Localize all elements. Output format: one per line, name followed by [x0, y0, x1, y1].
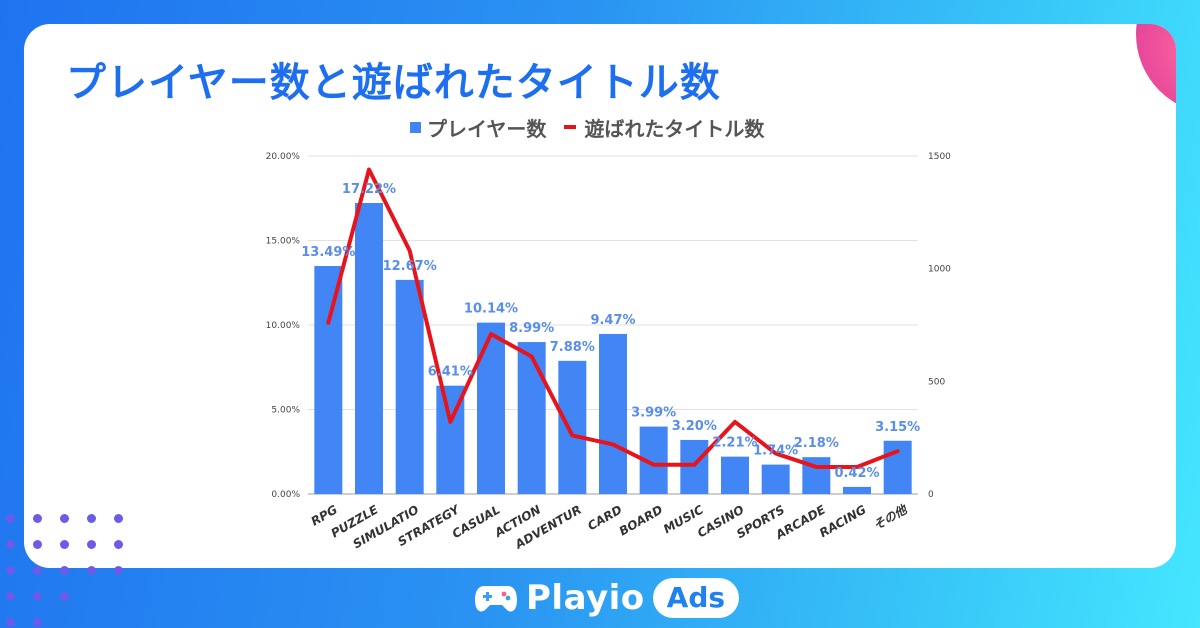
bar [314, 266, 343, 494]
data-label: 2.21% [712, 436, 757, 451]
data-label: 3.99% [631, 406, 676, 421]
brand-logo: Playio Ads [474, 576, 740, 620]
bar [599, 333, 627, 494]
y-tick-label: 20.00% [266, 152, 301, 162]
chart-legend: プレイヤー数 遊ばれたタイトル数 [410, 112, 764, 142]
decor-dot [60, 592, 69, 601]
data-label: 10.14% [464, 302, 518, 317]
y2-tick-label: 0 [928, 490, 934, 500]
legend-line-label: 遊ばれたタイトル数 [584, 116, 765, 141]
decor-dot [33, 540, 42, 549]
decor-dot [87, 540, 96, 549]
data-label: 1.74% [753, 444, 798, 459]
decor-dot [87, 514, 96, 523]
bar [761, 464, 790, 494]
bar [843, 486, 871, 494]
data-label: 6.41% [428, 365, 473, 380]
dot-pattern-decoration [0, 508, 130, 628]
y-tick-label: 15.00% [266, 237, 301, 247]
gamepad-icon [475, 586, 517, 612]
decor-dot [60, 540, 69, 549]
decor-dot [60, 514, 69, 523]
bar [355, 202, 383, 494]
data-label: 13.49% [301, 245, 355, 260]
y2-tick-label: 1500 [928, 152, 951, 162]
decor-dot [87, 566, 96, 575]
decor-dot [114, 540, 123, 549]
legend-bar-swatch [410, 121, 421, 133]
brand-badge: Ads [652, 578, 740, 618]
x-tick-label: BOARD [617, 502, 665, 538]
data-label: 8.99% [509, 321, 554, 336]
decor-dot [114, 514, 123, 523]
brand-name: Playio [526, 578, 645, 618]
legend-bar-label: プレイヤー数 [427, 116, 547, 141]
data-label: 2.18% [794, 436, 839, 451]
bar [680, 439, 709, 494]
data-label: 0.42% [834, 466, 879, 481]
bar [721, 456, 749, 494]
bar [395, 279, 424, 494]
y2-tick-label: 500 [928, 377, 945, 387]
bar [517, 342, 546, 494]
decor-dot [33, 618, 42, 627]
data-label: 3.20% [672, 419, 717, 434]
data-label: 3.15% [875, 420, 920, 435]
page-title: プレイヤー数と遊ばれたタイトル数 [66, 60, 721, 106]
decor-dot [33, 592, 42, 601]
y-tick-label: 0.00% [271, 490, 300, 500]
decor-dot [6, 618, 15, 627]
decor-dot [33, 566, 42, 575]
decor-dot [6, 566, 15, 575]
data-label: 12.67% [383, 259, 437, 274]
x-tick-label: その他 [871, 501, 911, 532]
y2-tick-label: 1000 [928, 265, 951, 275]
decor-dot [6, 540, 15, 549]
data-label: 9.47% [590, 313, 635, 328]
data-label: 7.88% [550, 340, 595, 355]
x-tick-label: RACING [817, 502, 869, 540]
y-tick-label: 10.00% [266, 321, 301, 331]
decor-dot [114, 566, 123, 575]
data-label: 17.22% [342, 182, 396, 197]
decor-dot [60, 566, 69, 575]
y-tick-label: 5.00% [271, 406, 300, 416]
decor-dot [6, 592, 15, 601]
decor-dot [6, 514, 15, 523]
bar [558, 360, 587, 494]
decor-dot [33, 514, 42, 523]
bar [477, 322, 505, 494]
legend-line-swatch [564, 125, 577, 129]
bar [883, 440, 912, 494]
